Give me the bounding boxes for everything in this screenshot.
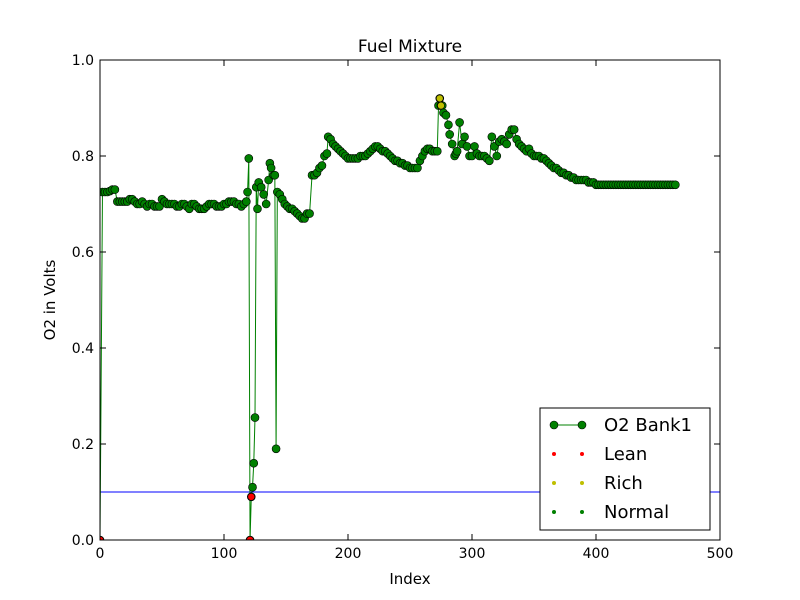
data-point-o2-bank1 — [452, 146, 462, 156]
data-point-o2-bank1 — [441, 110, 451, 120]
data-point-o2-bank1 — [470, 142, 479, 151]
legend-marker-o2-bank1 — [549, 420, 559, 430]
data-point-o2-bank1 — [447, 139, 457, 149]
legend: O2 Bank1 Lean Rich Normal — [539, 407, 711, 531]
chart-title: Fuel Mixture — [358, 37, 462, 57]
y-tick-label: 0.2 — [72, 437, 94, 453]
data-point-o2-bank1 — [317, 161, 327, 170]
data-point-o2-bank1 — [244, 154, 254, 163]
data-point-rich — [437, 101, 445, 110]
data-point-o2-bank1 — [256, 182, 266, 192]
legend-marker-lean — [552, 452, 556, 456]
legend-label-o2-bank1: O2 Bank1 — [604, 415, 692, 436]
data-point-o2-bank1 — [261, 199, 271, 209]
x-tick-label: 200 — [335, 546, 362, 562]
plot-area — [100, 94, 720, 540]
data-point-o2-bank1 — [445, 130, 454, 139]
data-point-o2-bank1 — [242, 197, 251, 206]
data-point-o2-bank1 — [322, 149, 332, 158]
x-tick-label: 100 — [211, 546, 238, 562]
data-point-o2-bank1 — [248, 482, 257, 492]
data-point-o2-bank1 — [259, 190, 268, 199]
data-point-lean — [246, 536, 254, 540]
y-tick-label: 0.8 — [72, 149, 94, 165]
data-point-rich — [435, 94, 444, 103]
axis-ticks: 0 100 200 300 400 500 0.0 0.2 0.4 0.6 0.8 1.0 — [72, 53, 734, 562]
legend-label-normal: Normal — [604, 502, 669, 523]
y-tick-label: 0.0 — [72, 533, 94, 549]
data-point-o2-bank1 — [250, 413, 260, 422]
legend-marker-lean — [580, 452, 584, 456]
data-point-lean — [100, 536, 104, 540]
data-point-o2-bank1 — [249, 458, 259, 468]
data-point-o2-bank1 — [487, 132, 497, 142]
y-tick-label: 1.0 — [72, 53, 94, 69]
y-tick-label: 0.6 — [72, 245, 94, 261]
data-point-o2-bank1 — [671, 180, 680, 190]
data-point-o2-bank1 — [455, 118, 464, 127]
plot-frame — [99, 59, 721, 541]
legend-marker-rich — [552, 481, 556, 485]
data-point-o2-bank1 — [305, 209, 314, 218]
legend-marker-o2-bank1 — [577, 420, 587, 430]
legend-box — [539, 407, 711, 531]
data-point-o2-bank1 — [444, 120, 453, 130]
data-point-o2-bank1 — [509, 125, 519, 134]
data-point-o2-bank1 — [485, 156, 494, 166]
x-axis-label: Index — [389, 570, 430, 588]
data-point-o2-bank1 — [462, 142, 472, 151]
data-point-o2-bank1 — [492, 151, 502, 161]
data-point-o2-bank1 — [502, 139, 512, 149]
x-tick-label: 0 — [96, 546, 105, 562]
legend-marker-normal — [552, 510, 556, 514]
legend-label-lean: Lean — [604, 444, 647, 465]
x-tick-label: 500 — [707, 546, 734, 562]
data-point-o2-bank1 — [271, 444, 281, 454]
legend-marker-rich — [580, 481, 584, 485]
y-axis-label: O2 in Volts — [41, 259, 59, 340]
data-point-o2-bank1 — [460, 132, 469, 142]
data-point-o2-bank1 — [243, 187, 252, 197]
x-tick-label: 400 — [583, 546, 610, 562]
data-point-lean — [247, 492, 256, 501]
data-point-o2-bank1 — [110, 185, 120, 194]
x-tick-label: 300 — [459, 546, 486, 562]
data-point-o2-bank1 — [266, 163, 276, 173]
data-point-o2-bank1 — [413, 163, 422, 173]
legend-label-rich: Rich — [604, 473, 643, 494]
y-tick-label: 0.4 — [72, 341, 94, 357]
data-point-o2-bank1 — [432, 146, 442, 156]
data-point-o2-bank1 — [253, 204, 262, 214]
legend-marker-normal — [580, 510, 584, 514]
data-point-o2-bank1 — [270, 170, 280, 180]
